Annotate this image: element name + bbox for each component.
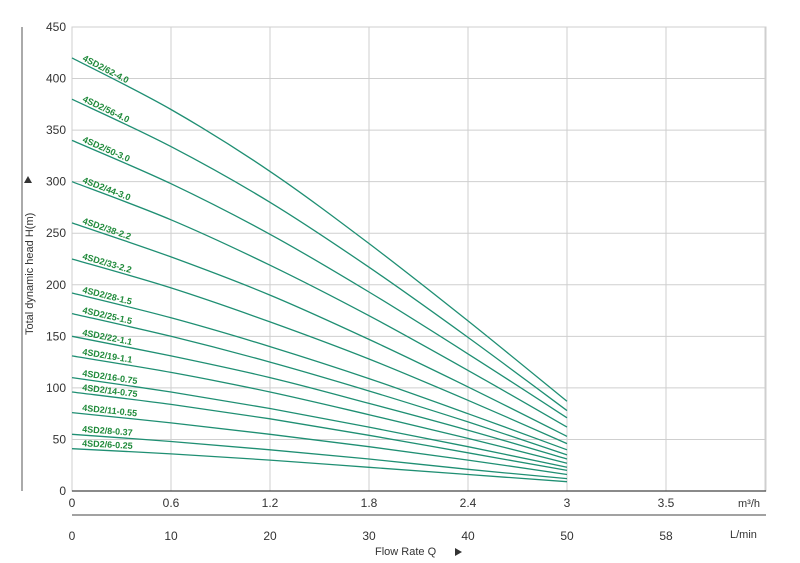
performance-curve [71, 335, 568, 460]
x-tick-label-m3h: 2.4 [460, 496, 477, 510]
performance-curve [71, 181, 568, 428]
performance-curve [71, 312, 568, 456]
y-tick-label: 50 [53, 432, 67, 446]
x-tick-label-lmin: 20 [263, 529, 277, 543]
y-tick-label: 200 [46, 278, 66, 292]
x-tick-label-m3h: 1.8 [361, 496, 378, 510]
performance-curve [71, 57, 568, 402]
x-tick-label-lmin: 58 [659, 529, 673, 543]
x-tick-label-m3h: 0 [69, 496, 76, 510]
performance-curves [71, 57, 568, 483]
x-tick-label-m3h: 3 [564, 496, 571, 510]
curve-label: 4SD2/22-1.1 [82, 327, 134, 347]
performance-curve [71, 448, 568, 483]
curve-label: 4SD2/28-1.5 [82, 285, 133, 307]
x-unit-m3h: m³/h [738, 498, 760, 510]
y-tick-label: 450 [46, 20, 66, 34]
x-tick-label-m3h: 3.5 [658, 496, 675, 510]
y-tick-label: 350 [46, 123, 66, 137]
curve-label: 4SD2/8-0.37 [82, 424, 133, 438]
performance-curve [71, 376, 568, 468]
x-tick-label-m3h: 1.2 [262, 496, 279, 510]
y-axis-arrow-icon [24, 176, 32, 183]
curve-label: 4SD2/44-3.0 [81, 175, 132, 203]
curve-label: 4SD2/62-4.0 [81, 53, 130, 85]
curve-label: 4SD2/6-0.25 [82, 438, 133, 451]
x-axis-title: Flow Rate Q [375, 546, 462, 558]
curve-label: 4SD2/50-3.0 [81, 134, 131, 163]
performance-curve [71, 411, 568, 476]
y-tick-label: 300 [46, 175, 66, 189]
performance-curve [71, 433, 568, 480]
y-axis-title-text: Total dynamic head H(m) [24, 213, 36, 335]
x-axis-arrow-icon [455, 548, 462, 556]
y-tick-label: 150 [46, 329, 66, 343]
x-tick-label-lmin: 30 [362, 529, 376, 543]
performance-curve [71, 292, 568, 451]
y-axis-title: Total dynamic head H(m) [24, 176, 36, 335]
curve-label: 4SD2/25-1.5 [82, 305, 134, 326]
x-tick-label-m3h: 0.6 [163, 496, 180, 510]
performance-curve [71, 98, 568, 412]
x-axis-title-text: Flow Rate Q [375, 546, 437, 558]
x-tick-label-lmin: 10 [164, 529, 178, 543]
x-tick-label-lmin: 50 [560, 529, 574, 543]
curve-labels: 4SD2/62-4.0 4SD2/56-4.0 4SD2/50-3.0 4SD2/44… [81, 53, 138, 451]
curve-label: 4SD2/33-2.2 [81, 251, 132, 275]
performance-curve [71, 258, 568, 445]
y-tick-label: 0 [59, 484, 66, 498]
performance-curve [71, 139, 568, 419]
y-tick-label: 400 [46, 72, 66, 86]
axes [21, 27, 766, 516]
x-unit-lmin: L/min [730, 529, 757, 541]
performance-curve [71, 391, 568, 472]
performance-curve [71, 222, 568, 437]
x-tick-label-lmin: 0 [69, 529, 76, 543]
y-tick-label: 250 [46, 226, 66, 240]
x-tick-label-lmin: 40 [461, 529, 475, 543]
y-tick-label: 100 [46, 381, 66, 395]
curve-label: 4SD2/56-4.0 [81, 94, 131, 125]
performance-curve [71, 355, 568, 464]
